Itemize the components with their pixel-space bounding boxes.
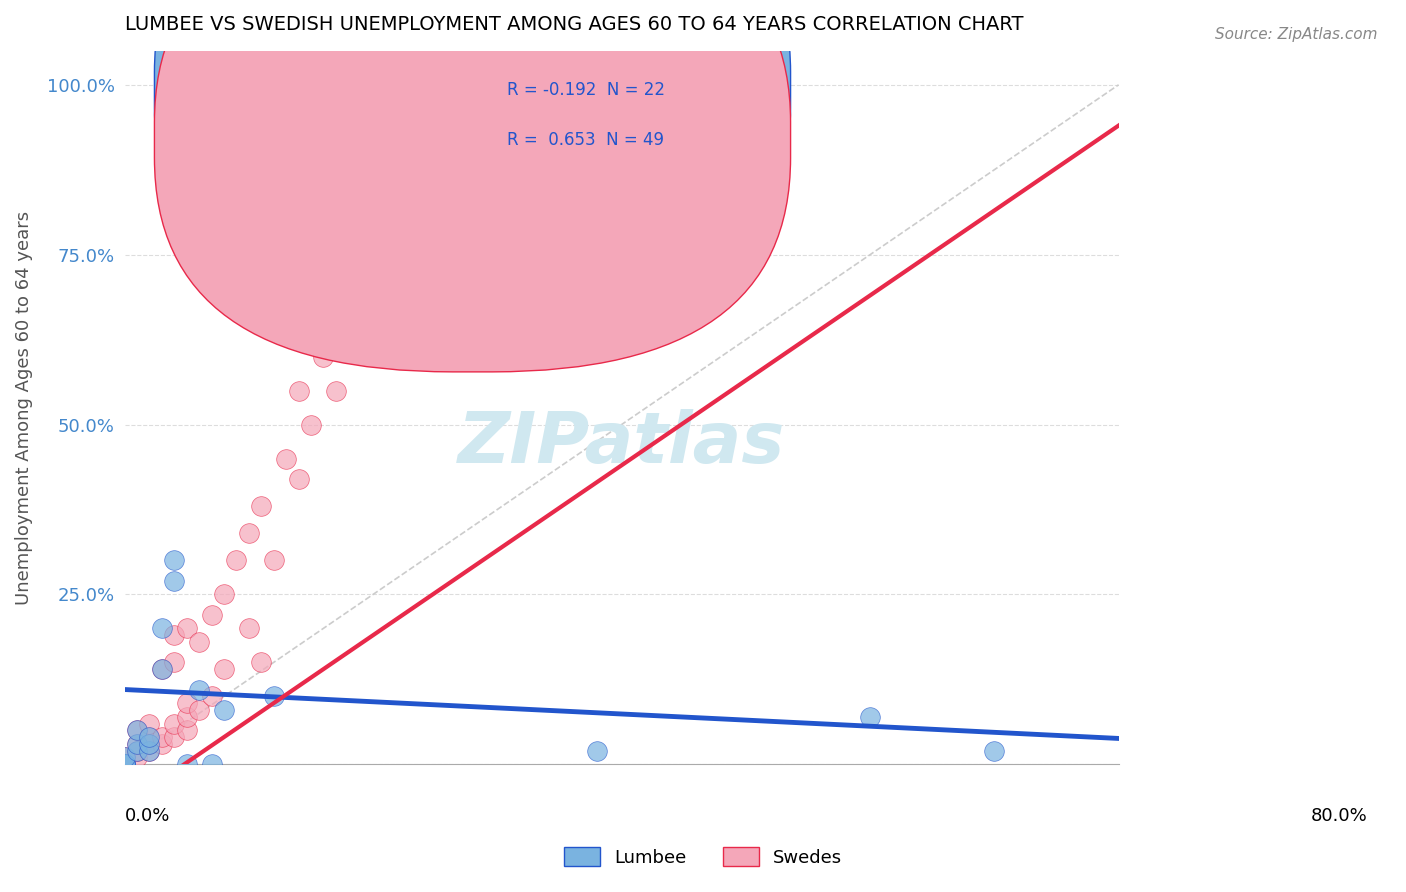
Point [312,350,335,364]
Point [138,744,160,758]
Point [225,553,247,567]
Point [150,621,173,635]
FancyBboxPatch shape [433,65,731,194]
Point [176,709,198,723]
Point [138,737,160,751]
Point [125,723,148,738]
Point [263,690,285,704]
Text: R = -0.192  N = 22: R = -0.192 N = 22 [508,81,665,99]
Point [250,656,273,670]
Text: Source: ZipAtlas.com: Source: ZipAtlas.com [1215,27,1378,42]
Text: LUMBEE VS SWEDISH UNEMPLOYMENT AMONG AGES 60 TO 64 YEARS CORRELATION CHART: LUMBEE VS SWEDISH UNEMPLOYMENT AMONG AGE… [125,15,1024,34]
Point [125,750,148,764]
Point [188,682,211,697]
Point [188,635,211,649]
Point [337,316,360,330]
Point [200,690,222,704]
Point [150,662,173,676]
Point [983,744,1005,758]
Point [138,744,160,758]
Point [176,723,198,738]
Point [163,628,186,642]
Point [859,709,882,723]
Point [387,248,409,262]
Point [176,696,198,710]
Text: 80.0%: 80.0% [1310,807,1367,825]
Point [114,757,136,772]
Point [125,737,148,751]
Point [299,417,322,432]
Point [250,499,273,513]
Point [200,757,222,772]
Point [125,744,148,758]
Text: 0.0%: 0.0% [125,807,170,825]
Point [150,737,173,751]
Point [163,716,186,731]
Point [163,553,186,567]
Point [425,179,447,194]
Point [212,662,235,676]
FancyBboxPatch shape [155,0,790,372]
Point [114,750,136,764]
Point [176,621,198,635]
Point [125,723,148,738]
Point [163,574,186,588]
Point [114,757,136,772]
Point [163,730,186,744]
Text: ZIPatlas: ZIPatlas [458,409,786,478]
Point [150,662,173,676]
Point [176,757,198,772]
Point [325,384,347,398]
Point [138,716,160,731]
Point [486,132,509,146]
Point [138,730,160,744]
Point [114,757,136,772]
Point [114,757,136,772]
Point [585,744,607,758]
Point [125,744,148,758]
Point [276,451,298,466]
Point [361,282,384,296]
Point [138,730,160,744]
Point [200,607,222,622]
Point [114,757,136,772]
Point [188,703,211,717]
Point [263,553,285,567]
Point [238,621,260,635]
Point [114,757,136,772]
Point [287,472,309,486]
Y-axis label: Unemployment Among Ages 60 to 64 years: Unemployment Among Ages 60 to 64 years [15,211,32,605]
Point [212,587,235,601]
Point [150,730,173,744]
Point [212,703,235,717]
Point [114,757,136,772]
Point [138,737,160,751]
Legend: Lumbee, Swedes: Lumbee, Swedes [557,840,849,874]
Point [114,757,136,772]
FancyBboxPatch shape [155,0,790,322]
Point [238,526,260,541]
Point [114,750,136,764]
Text: R =  0.653  N = 49: R = 0.653 N = 49 [508,131,664,149]
Point [287,384,309,398]
Point [163,656,186,670]
Point [114,757,136,772]
Point [125,737,148,751]
Point [548,112,571,126]
